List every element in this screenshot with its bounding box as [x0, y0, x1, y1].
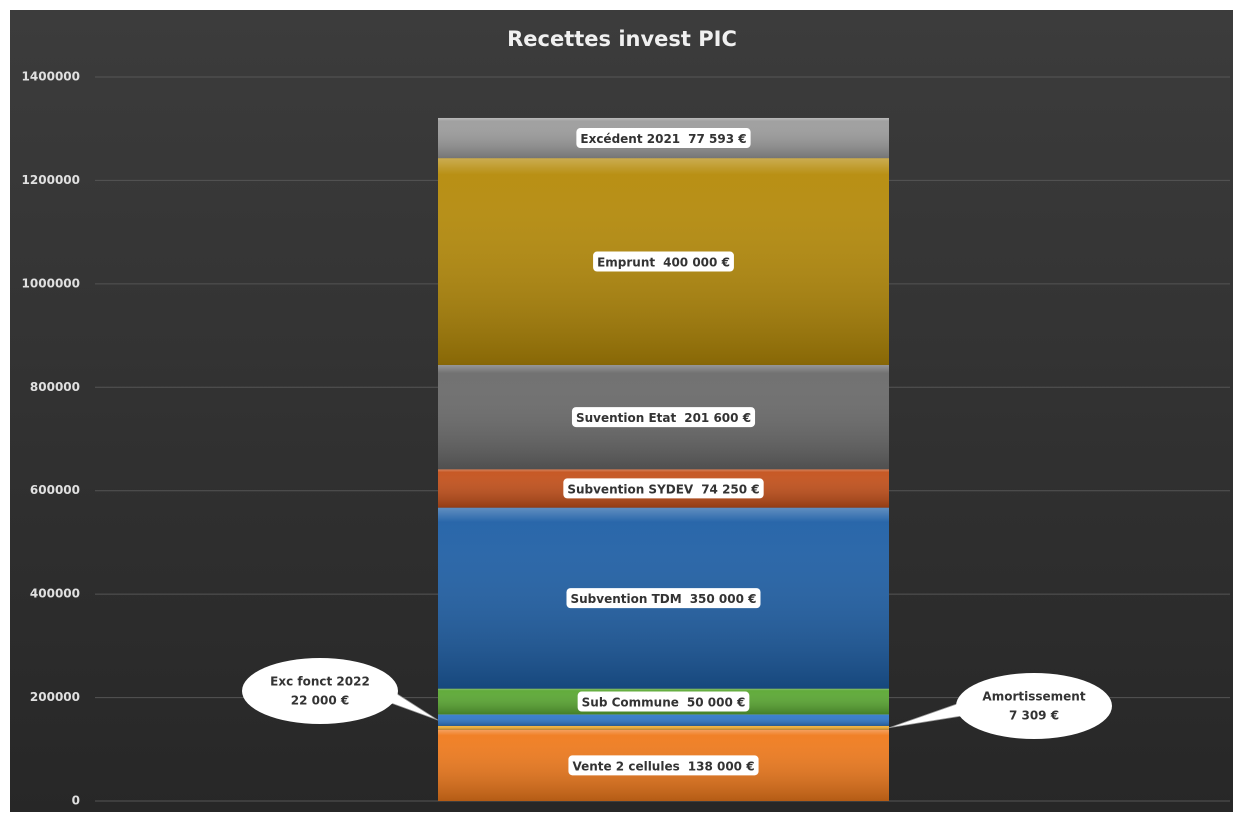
value-label: 138 000 € [688, 759, 755, 773]
data-label: Emprunt 400 000 € [593, 251, 734, 272]
callout-name: Amortissement [982, 690, 1085, 704]
data-label-box [576, 128, 751, 149]
value-label: 400 000 € [663, 255, 730, 269]
value-label: 77 593 € [688, 132, 746, 146]
bar-shade [438, 714, 889, 726]
data-label: Excédent 2021 77 593 € [576, 128, 751, 149]
data-label-box [568, 755, 759, 776]
data-label-text: Subvention TDM 350 000 € [571, 592, 757, 606]
series-name: Excédent 2021 [580, 132, 680, 146]
data-label: Suvention Etat 201 600 € [571, 407, 756, 428]
data-label-text: Suvention Etat 201 600 € [576, 411, 751, 425]
value-label: 74 250 € [701, 482, 759, 496]
y-tick-label: 1000000 [22, 276, 80, 290]
data-label: Sub Commune 50 000 € [577, 691, 750, 712]
data-label-text: Subvention SYDEV 74 250 € [567, 482, 759, 496]
series-name: Emprunt [597, 255, 655, 269]
value-label: 201 600 € [684, 411, 751, 425]
data-label: Subvention TDM 350 000 € [566, 588, 761, 609]
callout-value: 22 000 € [291, 694, 349, 708]
callout-bubble [956, 673, 1112, 739]
data-label-box [566, 588, 761, 609]
y-tick-label: 600000 [30, 483, 80, 497]
y-tick-label: 1400000 [22, 70, 80, 84]
y-tick-label: 200000 [30, 690, 80, 704]
data-label-text: Emprunt 400 000 € [597, 255, 730, 269]
callout-value: 7 309 € [1009, 709, 1059, 723]
data-label-box [563, 478, 764, 499]
series-name: Suvention Etat [576, 411, 677, 425]
callout-name: Exc fonct 2022 [270, 675, 370, 689]
data-label-box [593, 251, 734, 272]
data-label: Vente 2 cellules 138 000 € [568, 755, 759, 776]
data-label-box [577, 691, 750, 712]
chart-title: Recettes invest PIC [507, 27, 737, 51]
y-tick-label: 0 [72, 794, 80, 808]
data-label-text: Sub Commune 50 000 € [582, 695, 746, 709]
data-label-text: Excédent 2021 77 593 € [580, 132, 746, 146]
data-label: Subvention SYDEV 74 250 € [563, 478, 764, 499]
series-name: Sub Commune [582, 695, 679, 709]
value-label: 350 000 € [690, 592, 757, 606]
callout-bubble [242, 658, 398, 724]
series-name: Subvention TDM [571, 592, 682, 606]
data-label-text: Vente 2 cellules 138 000 € [572, 759, 754, 773]
y-tick-label: 1200000 [22, 173, 80, 187]
y-tick-label: 800000 [30, 380, 80, 394]
series-name: Vente 2 cellules [572, 759, 679, 773]
series-name: Subvention SYDEV [567, 482, 694, 496]
y-tick-label: 400000 [30, 587, 80, 601]
bar-shade [438, 725, 889, 730]
data-label-box [571, 407, 756, 428]
value-label: 50 000 € [687, 695, 745, 709]
